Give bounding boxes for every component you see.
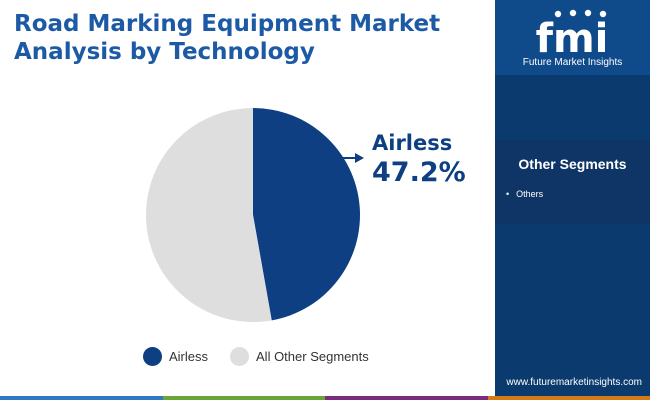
legend-item-airless: Airless (143, 347, 208, 366)
sidebar: fmi Future Market Insights Other Segment… (495, 0, 650, 400)
logo-pictogram-icon-4 (599, 10, 607, 18)
callout-value: 47.2% (372, 157, 466, 188)
bottom-color-bar (0, 396, 650, 400)
logo-pictogram-icon-1 (554, 10, 562, 18)
pie-chart (145, 108, 364, 322)
other-segments-item: • Others (506, 189, 543, 199)
chart-title: Road Marking Equipment Market Analysis b… (14, 10, 484, 66)
callout-arrow-head (355, 153, 364, 163)
chart-title-line-1: Road Marking Equipment Market (14, 11, 441, 37)
brand-name: Future Market Insights (522, 57, 623, 68)
airless-callout: Airless 47.2% (372, 130, 466, 190)
chart-legend: Airless All Other Segments (143, 347, 369, 366)
fmi-logo: fmi (536, 9, 609, 62)
bottom-bar-segment-2 (162, 396, 325, 400)
chart-panel: Road Marking Equipment Market Analysis b… (14, 10, 484, 366)
callout-label: Airless (372, 131, 453, 155)
callout-arrow (341, 153, 364, 163)
bottom-bar-segment-1 (0, 396, 163, 400)
logo-pictogram-icon-2 (569, 9, 577, 17)
bottom-bar-segment-4 (487, 396, 650, 400)
logo-wordmark: fmi (536, 16, 609, 62)
chart-title-line-2: Analysis by Technology (14, 39, 315, 65)
legend-swatch-other-segments (230, 347, 250, 366)
bottom-bar-segment-3 (325, 396, 488, 400)
bullet-icon: • (506, 189, 510, 199)
other-segments-panel: Other Segments (495, 140, 650, 224)
pie-slice-all-other-segments (145, 108, 272, 322)
other-segments-heading: Other Segments (518, 156, 627, 172)
legend-label-airless: Airless (169, 349, 209, 364)
pie-slice-airless (253, 108, 360, 321)
website-link[interactable]: www.futuremarketinsights.com (506, 377, 642, 388)
legend-item-other-segments: All Other Segments (230, 347, 369, 366)
legend-swatch-airless (143, 347, 162, 366)
pie-slices (145, 108, 360, 322)
legend-label-other-segments: All Other Segments (256, 349, 369, 364)
logo-pictogram-icon-3 (584, 9, 592, 17)
other-segments-item-label: Others (516, 189, 544, 199)
